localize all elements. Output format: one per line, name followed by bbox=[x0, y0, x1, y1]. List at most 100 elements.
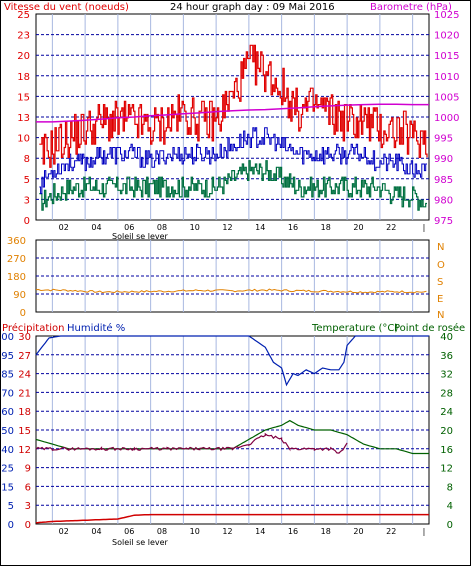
compass-s: S bbox=[437, 277, 443, 288]
precip-y-tick: 24 bbox=[18, 370, 31, 381]
precipitation-label: Précipitation bbox=[2, 322, 65, 334]
humidity-y-tick: 5 bbox=[8, 501, 14, 512]
x-tick-label: 10 bbox=[190, 527, 200, 536]
compass-n-top: N bbox=[437, 242, 444, 253]
direction-y-tick: 360 bbox=[7, 236, 26, 247]
wind-min-series bbox=[39, 160, 427, 211]
chart-title: 24 hour graph day : 09 Mai 2016 bbox=[170, 2, 335, 13]
baro-y-tick: 1020 bbox=[434, 31, 459, 42]
precip-y-tick: 9 bbox=[25, 464, 31, 475]
x-tick-label: 06 bbox=[124, 223, 134, 232]
temp-y-tick: 4 bbox=[447, 501, 453, 512]
x-tick-label: | bbox=[423, 527, 426, 536]
precip-y-tick: 0 bbox=[25, 520, 31, 531]
precip-y-tick: 30 bbox=[18, 332, 31, 343]
x-tick-label: 12 bbox=[222, 527, 232, 536]
sunrise-label-top: Soleil se lever bbox=[112, 232, 169, 241]
temp-y-tick: 12 bbox=[440, 464, 453, 475]
baro-y-tick: 1005 bbox=[434, 92, 459, 103]
baro-y-tick: 985 bbox=[434, 175, 453, 186]
x-tick-label: | bbox=[423, 223, 426, 232]
humidity-y-tick: 25 bbox=[1, 464, 14, 475]
wind-gust-series bbox=[39, 44, 428, 168]
wind-direction-series bbox=[35, 288, 427, 294]
temp-y-tick: 36 bbox=[440, 351, 453, 362]
x-tick-label: 02 bbox=[59, 223, 69, 232]
wind-y-tick: 25 bbox=[17, 10, 30, 21]
humidity-y-tick: 40 bbox=[1, 445, 14, 456]
x-tick-label: 06 bbox=[124, 527, 134, 536]
series-layer bbox=[35, 44, 429, 524]
x-tick-label: 20 bbox=[353, 223, 363, 232]
humidity-y-tick: 50 bbox=[1, 426, 14, 437]
humidity-y-tick: 60 bbox=[1, 407, 14, 418]
humidity-y-tick: 15 bbox=[1, 482, 14, 493]
barometer-series bbox=[36, 103, 429, 123]
temp-y-tick: 24 bbox=[440, 407, 453, 418]
precip-y-tick: 3 bbox=[25, 501, 31, 512]
x-tick-label: 08 bbox=[157, 527, 167, 536]
humidity-y-tick: 0 bbox=[8, 520, 14, 531]
humidity-label: Humidité % bbox=[67, 322, 125, 334]
x-tick-label: 22 bbox=[386, 223, 396, 232]
humidity-y-tick: 100 bbox=[0, 332, 14, 343]
x-tick-label: 18 bbox=[321, 527, 331, 536]
temp-y-tick: 20 bbox=[440, 426, 453, 437]
direction-y-tick: 90 bbox=[13, 290, 26, 301]
compass-e: E bbox=[437, 294, 443, 305]
wind-y-tick: 13 bbox=[17, 113, 30, 124]
compass-n-bottom: N bbox=[437, 310, 444, 321]
x-tick-label: 02 bbox=[59, 527, 69, 536]
baro-y-tick: 980 bbox=[434, 195, 453, 206]
humidity-y-tick: 85 bbox=[1, 370, 14, 381]
wind-y-tick: 3 bbox=[24, 195, 30, 206]
temp-y-tick: 16 bbox=[440, 445, 453, 456]
direction-y-tick: 0 bbox=[20, 308, 26, 319]
x-tick-label: 16 bbox=[288, 527, 298, 536]
compass-o: O bbox=[437, 260, 445, 271]
temp-y-tick: 0 bbox=[447, 520, 453, 531]
temp-y-tick: 8 bbox=[447, 482, 453, 493]
baro-y-tick: 1010 bbox=[434, 72, 459, 83]
temp-y-tick: 32 bbox=[440, 370, 453, 381]
x-tick-label: 12 bbox=[222, 223, 232, 232]
precip-y-tick: 6 bbox=[25, 482, 31, 493]
wind-y-tick: 15 bbox=[17, 92, 30, 103]
wind-y-tick: 5 bbox=[24, 175, 30, 186]
baro-y-tick: 1015 bbox=[434, 51, 459, 62]
precip-y-tick: 27 bbox=[18, 351, 31, 362]
humidity-y-tick: 70 bbox=[1, 388, 14, 399]
humidity-series bbox=[35, 335, 429, 387]
x-tick-label: 04 bbox=[91, 223, 101, 232]
precip-y-tick: 18 bbox=[18, 407, 31, 418]
wind-speed-label: Vitesse du vent (noeuds) bbox=[4, 2, 129, 13]
x-tick-label: 08 bbox=[157, 223, 167, 232]
baro-y-tick: 1025 bbox=[434, 10, 459, 21]
baro-y-tick: 990 bbox=[434, 154, 453, 165]
sunrise-label-bottom: Soleil se lever bbox=[112, 538, 169, 547]
wind-y-tick: 10 bbox=[17, 134, 30, 145]
x-tick-label: 16 bbox=[288, 223, 298, 232]
x-tick-label: 14 bbox=[255, 223, 265, 232]
direction-y-tick: 180 bbox=[7, 272, 26, 283]
wind-y-tick: 0 bbox=[24, 216, 30, 227]
x-tick-label: 22 bbox=[386, 527, 396, 536]
temperature-label: Temperature (°C) bbox=[311, 323, 398, 334]
temp-y-tick: 40 bbox=[440, 332, 453, 343]
precip-y-tick: 15 bbox=[18, 426, 31, 437]
wind-y-tick: 8 bbox=[24, 154, 30, 165]
precip-y-tick: 21 bbox=[18, 388, 31, 399]
axes-layer: 02 04 06 08 10 12 14 16 18 20 22 |02 04 06 08 10 12 14 16 1… bbox=[0, 10, 459, 536]
direction-y-tick: 270 bbox=[7, 254, 26, 265]
temp-y-tick: 28 bbox=[440, 388, 453, 399]
dew-point-label: Point de rosée bbox=[394, 322, 465, 334]
x-tick-label: 10 bbox=[190, 223, 200, 232]
barometer-label: Barometre (hPa) bbox=[370, 2, 452, 13]
x-tick-label: 20 bbox=[353, 527, 363, 536]
precipitation-series bbox=[35, 513, 429, 524]
wind-y-tick: 18 bbox=[17, 72, 30, 83]
humidity-y-tick: 95 bbox=[1, 351, 14, 362]
x-tick-label: 04 bbox=[91, 527, 101, 536]
